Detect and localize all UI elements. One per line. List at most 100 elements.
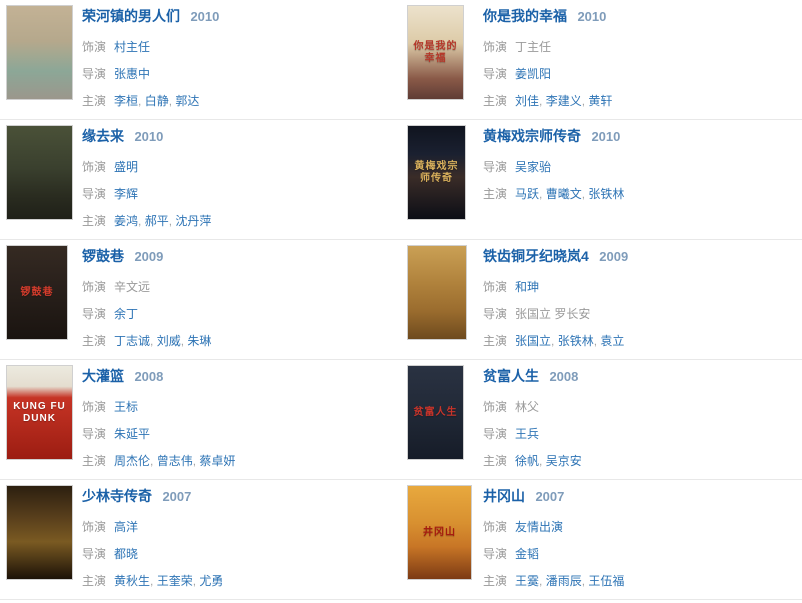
- credit-label: 导演: [82, 307, 107, 321]
- person-link[interactable]: 曹曦文: [545, 187, 582, 201]
- movie-title-link[interactable]: 锣鼓巷: [82, 248, 124, 264]
- person-link[interactable]: 张铁林: [557, 334, 594, 348]
- movie-title-link[interactable]: 铁齿铜牙纪晓岚4: [483, 248, 589, 264]
- movie-title-row: 锣鼓巷 2009: [82, 246, 395, 267]
- credit-line: 导演 姜凯阳: [483, 61, 796, 88]
- movie-title-link[interactable]: 少林寺传奇: [82, 488, 152, 504]
- person-link[interactable]: 张惠中: [114, 67, 151, 81]
- movie-title-link[interactable]: 缘去来: [82, 128, 124, 144]
- person-link[interactable]: 郝平: [144, 214, 169, 228]
- person-link[interactable]: 蔡卓妍: [199, 454, 236, 468]
- person-link[interactable]: 李桓: [114, 94, 139, 108]
- person-link[interactable]: 白静: [144, 94, 169, 108]
- movie-year: 2008: [134, 369, 164, 384]
- person-link[interactable]: 都晓: [114, 547, 139, 561]
- credit-label: 饰演: [82, 160, 107, 174]
- person-link[interactable]: 和珅: [515, 280, 540, 294]
- poster-art-text: [435, 291, 439, 295]
- movie-info: 大灌篮 2008 饰演 王标 导演 朱延平 主演 周杰伦, 曾志伟, 蔡卓妍: [82, 366, 395, 475]
- person-link[interactable]: 高洋: [114, 520, 139, 534]
- person-link[interactable]: 郭达: [175, 94, 200, 108]
- person-link[interactable]: 李建义: [545, 94, 582, 108]
- movie-poster[interactable]: [6, 485, 73, 580]
- person-link[interactable]: 周杰伦: [114, 454, 151, 468]
- person-link[interactable]: 黄轩: [588, 94, 613, 108]
- person-link[interactable]: 村主任: [114, 40, 151, 54]
- person-link[interactable]: 尤勇: [199, 574, 224, 588]
- credit-label: 饰演: [82, 520, 107, 534]
- movie-poster[interactable]: 井冈山: [407, 485, 472, 580]
- person-link[interactable]: 朱琳: [187, 334, 212, 348]
- person-link[interactable]: 王奎荣: [156, 574, 193, 588]
- movie-title-link[interactable]: 贫富人生: [483, 368, 539, 384]
- person-link[interactable]: 王标: [114, 400, 139, 414]
- credit-lines: 饰演 高洋 导演 都晓 主演 黄秋生, 王奎荣, 尤勇: [82, 514, 395, 595]
- poster-art-text: 井冈山: [423, 526, 456, 538]
- movie-info: 贫富人生 2008 饰演 林父 导演 王兵 主演 徐帆, 吴京安: [483, 366, 796, 475]
- person-link[interactable]: 黄秋生: [114, 574, 151, 588]
- credit-label: 主演: [82, 574, 107, 588]
- movie-poster[interactable]: [6, 5, 73, 100]
- movie-entry: 缘去来 2010 饰演 盛明 导演 李辉 主演 姜鸿, 郝平, 沈丹萍: [0, 120, 401, 240]
- credit-label: 主演: [483, 94, 508, 108]
- credit-line: 导演 金韬: [483, 541, 796, 568]
- movie-title-link[interactable]: 大灌篮: [82, 368, 124, 384]
- credit-label: 主演: [483, 574, 508, 588]
- person-link[interactable]: 友情出演: [515, 520, 564, 534]
- person-link[interactable]: 沈丹萍: [175, 214, 212, 228]
- credit-line: 饰演 村主任: [82, 34, 395, 61]
- person-link[interactable]: 丁志诚: [114, 334, 151, 348]
- poster-art-text: [38, 171, 42, 175]
- person-link[interactable]: 张铁林: [588, 187, 625, 201]
- person-link[interactable]: 王霙: [515, 574, 540, 588]
- person-link[interactable]: 刘佳: [515, 94, 540, 108]
- person-link[interactable]: 姜凯阳: [515, 67, 552, 81]
- movie-poster[interactable]: 贫富人生: [407, 365, 464, 460]
- person-link[interactable]: 徐帆: [515, 454, 540, 468]
- movie-title-row: 荣河镇的男人们 2010: [82, 6, 395, 27]
- person-link[interactable]: 马跃: [515, 187, 540, 201]
- separator: ,: [150, 454, 157, 468]
- movie-poster[interactable]: 你是我的幸福: [407, 5, 464, 100]
- separator: ,: [138, 214, 145, 228]
- separator: ,: [581, 574, 589, 588]
- credit-line: 导演 朱延平: [82, 421, 395, 448]
- separator: ,: [593, 334, 601, 348]
- movie-title-link[interactable]: 黄梅戏宗师传奇: [483, 128, 581, 144]
- separator: ,: [539, 94, 546, 108]
- movie-poster[interactable]: 黄梅戏宗师传奇: [407, 125, 466, 220]
- person-link[interactable]: 盛明: [114, 160, 139, 174]
- credit-text: 丁主任: [515, 40, 552, 54]
- movie-poster[interactable]: 锣鼓巷: [6, 245, 68, 340]
- credit-label: 导演: [82, 547, 107, 561]
- credit-line: 主演 张国立, 张铁林, 袁立: [483, 328, 796, 355]
- movie-poster[interactable]: [6, 125, 73, 220]
- movie-title-link[interactable]: 荣河镇的男人们: [82, 8, 180, 24]
- person-link[interactable]: 袁立: [600, 334, 625, 348]
- movie-poster[interactable]: [407, 245, 467, 340]
- poster-art-text: 黄梅戏宗师传奇: [414, 160, 459, 184]
- person-link[interactable]: 刘威: [156, 334, 181, 348]
- movie-info: 你是我的幸福 2010 饰演 丁主任 导演 姜凯阳 主演 刘佳, 李建义, 黄轩: [483, 6, 796, 115]
- movie-title-link[interactable]: 你是我的幸福: [483, 8, 567, 24]
- credit-label: 主演: [82, 334, 107, 348]
- credit-line: 导演 都晓: [82, 541, 395, 568]
- person-link[interactable]: 吴家骀: [515, 160, 552, 174]
- person-link[interactable]: 曾志伟: [156, 454, 193, 468]
- person-link[interactable]: 张国立: [515, 334, 552, 348]
- person-link[interactable]: 吴京安: [545, 454, 582, 468]
- movie-year: 2007: [535, 489, 565, 504]
- person-link[interactable]: 李辉: [114, 187, 139, 201]
- credit-label: 导演: [82, 187, 107, 201]
- person-link[interactable]: 王伍福: [588, 574, 625, 588]
- person-link[interactable]: 朱延平: [114, 427, 151, 441]
- movie-poster[interactable]: KUNG FU DUNK: [6, 365, 73, 460]
- credit-label: 导演: [483, 307, 508, 321]
- person-link[interactable]: 王兵: [515, 427, 540, 441]
- movie-year: 2009: [599, 249, 629, 264]
- person-link[interactable]: 姜鸿: [114, 214, 139, 228]
- person-link[interactable]: 潘雨辰: [545, 574, 582, 588]
- movie-title-link[interactable]: 井冈山: [483, 488, 525, 504]
- person-link[interactable]: 余丁: [114, 307, 139, 321]
- person-link[interactable]: 金韬: [515, 547, 540, 561]
